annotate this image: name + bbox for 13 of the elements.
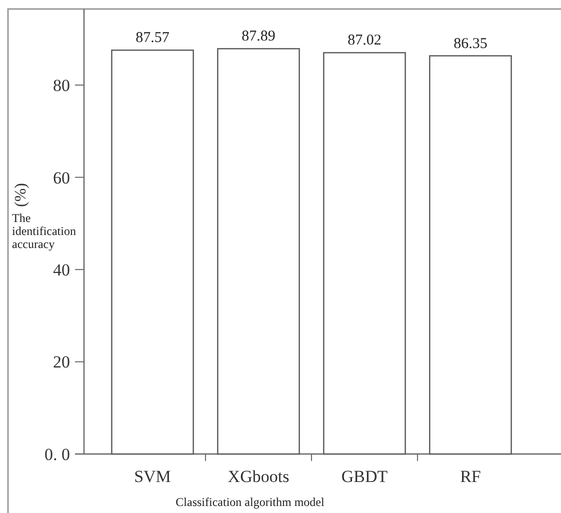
x-tick-label: XGboots — [228, 467, 290, 486]
data-label: 86.35 — [454, 36, 488, 52]
x-tick-label: SVM — [134, 467, 171, 486]
y-tick-label: 40 — [53, 260, 70, 280]
x-tick-label: RF — [460, 467, 481, 486]
data-label: 87.02 — [348, 32, 382, 49]
x-axis-title: Classification algorithm model — [176, 495, 325, 509]
y-tick-label: 0. 0 — [44, 444, 70, 464]
data-label: 87.89 — [242, 28, 276, 45]
x-tick-label: GBDT — [341, 467, 388, 486]
y-tick-label: 80 — [53, 76, 70, 96]
y-tick-label: 20 — [53, 352, 70, 372]
data-label: 87.57 — [136, 30, 170, 46]
